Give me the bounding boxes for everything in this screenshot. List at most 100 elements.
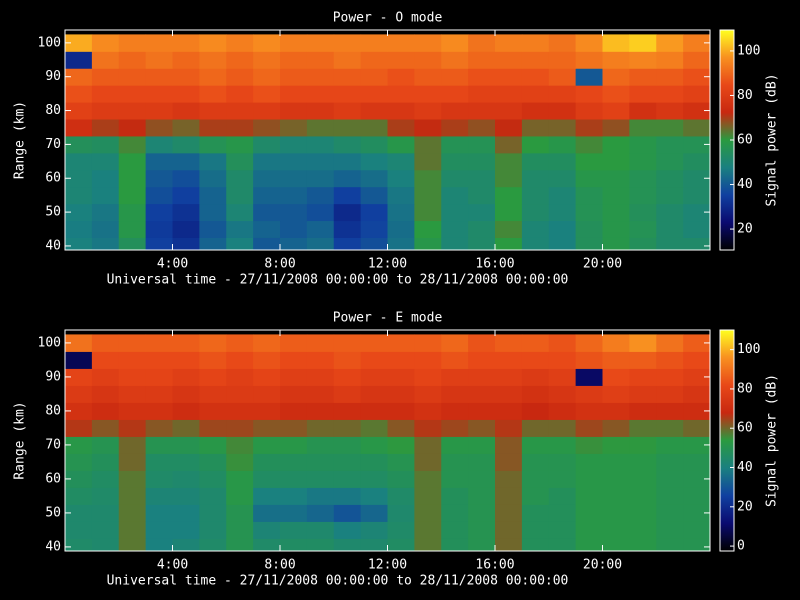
heat-cell bbox=[548, 470, 577, 488]
heat-cell bbox=[280, 436, 308, 454]
heat-cell bbox=[172, 102, 200, 120]
cells bbox=[65, 334, 710, 551]
heat-cell bbox=[253, 402, 281, 420]
heat-cell bbox=[441, 419, 469, 437]
heat-cell bbox=[253, 102, 281, 120]
heat-cell bbox=[468, 152, 496, 171]
heat-cell bbox=[629, 102, 657, 120]
heat-cell bbox=[91, 85, 120, 103]
heat-cell bbox=[575, 538, 603, 551]
heat-cell bbox=[226, 51, 254, 69]
heat-cell bbox=[360, 34, 388, 52]
heat-cell bbox=[333, 504, 362, 522]
chart-title: Power - E mode bbox=[333, 311, 443, 326]
heat-cell bbox=[172, 237, 200, 250]
y-tick-label: 40 bbox=[45, 539, 61, 554]
heat-cell bbox=[333, 402, 362, 420]
heat-cell bbox=[548, 453, 577, 471]
heat-cell bbox=[226, 487, 254, 505]
heat-cell bbox=[65, 102, 93, 120]
heat-cell bbox=[65, 453, 93, 471]
heat-cell bbox=[91, 203, 120, 222]
heat-cell bbox=[226, 368, 254, 386]
heat-cell bbox=[145, 538, 173, 551]
heat-cell bbox=[548, 385, 577, 403]
heat-cell bbox=[441, 521, 469, 539]
heat-cell bbox=[65, 186, 93, 205]
heat-cell bbox=[548, 152, 577, 171]
heat-cell bbox=[629, 538, 657, 551]
heat-cell bbox=[199, 385, 227, 403]
heat-cell bbox=[118, 169, 147, 188]
heat-cell bbox=[65, 436, 93, 454]
y-tick-label: 40 bbox=[45, 238, 61, 253]
heat-cell bbox=[468, 119, 496, 137]
heat-cell bbox=[145, 68, 173, 86]
heat-cell bbox=[145, 34, 173, 52]
heat-cell bbox=[521, 85, 550, 103]
heat-cell bbox=[172, 487, 200, 505]
heat-cell bbox=[521, 436, 550, 454]
heat-cell bbox=[280, 102, 308, 120]
heat-cell bbox=[360, 453, 388, 471]
heat-cell bbox=[118, 368, 147, 386]
heat-cell bbox=[441, 368, 469, 386]
cells bbox=[65, 34, 710, 250]
heat-cell bbox=[468, 237, 496, 250]
heat-cell bbox=[521, 419, 550, 437]
heat-cell bbox=[199, 51, 227, 69]
heat-cell bbox=[253, 203, 281, 222]
heat-cell bbox=[91, 334, 120, 352]
heat-cell bbox=[656, 220, 684, 238]
heat-cell bbox=[306, 169, 335, 188]
x-tick-label: 4:00 bbox=[157, 558, 188, 573]
heat-cell bbox=[629, 203, 657, 222]
heat-cell bbox=[65, 51, 93, 69]
heat-cell bbox=[253, 237, 281, 250]
heat-cell bbox=[280, 470, 308, 488]
heat-cell bbox=[656, 521, 684, 539]
heat-cell bbox=[253, 487, 281, 505]
x-tick-label: 4:00 bbox=[157, 257, 188, 272]
heat-cell bbox=[333, 351, 362, 369]
heat-cell bbox=[387, 368, 415, 386]
heat-cell bbox=[414, 85, 442, 103]
heat-cell bbox=[226, 436, 254, 454]
heat-cell bbox=[199, 402, 227, 420]
heat-cell bbox=[495, 34, 523, 52]
heat-cell bbox=[360, 504, 388, 522]
heat-cell bbox=[172, 402, 200, 420]
heat-cell bbox=[575, 34, 603, 52]
heat-cell bbox=[145, 351, 173, 369]
heat-cell bbox=[118, 85, 147, 103]
heat-cell bbox=[280, 385, 308, 403]
heat-cell bbox=[468, 135, 496, 154]
heat-cell bbox=[548, 220, 577, 238]
heat-cell bbox=[387, 351, 415, 369]
colorbar-tick-label: 100 bbox=[737, 342, 760, 357]
heat-cell bbox=[226, 135, 254, 154]
heat-cell bbox=[495, 368, 523, 386]
heat-cell bbox=[199, 436, 227, 454]
heat-cell bbox=[683, 470, 710, 488]
heat-cell bbox=[468, 419, 496, 437]
heat-cell bbox=[602, 436, 630, 454]
heat-cell bbox=[65, 521, 93, 539]
heat-cell bbox=[683, 453, 710, 471]
heat-cell bbox=[387, 102, 415, 120]
heat-cell bbox=[91, 385, 120, 403]
heat-cell bbox=[656, 119, 684, 137]
heat-cell bbox=[683, 237, 710, 250]
heat-cell bbox=[656, 504, 684, 522]
heat-cell bbox=[306, 385, 335, 403]
x-tick-label: 16:00 bbox=[475, 558, 514, 573]
heat-cell bbox=[65, 203, 93, 222]
heat-cell bbox=[387, 504, 415, 522]
heat-cell bbox=[441, 119, 469, 137]
heat-cell bbox=[629, 119, 657, 137]
heat-cell bbox=[602, 521, 630, 539]
heat-cell bbox=[333, 220, 362, 238]
heat-cell bbox=[441, 152, 469, 171]
heat-cell bbox=[253, 34, 281, 52]
